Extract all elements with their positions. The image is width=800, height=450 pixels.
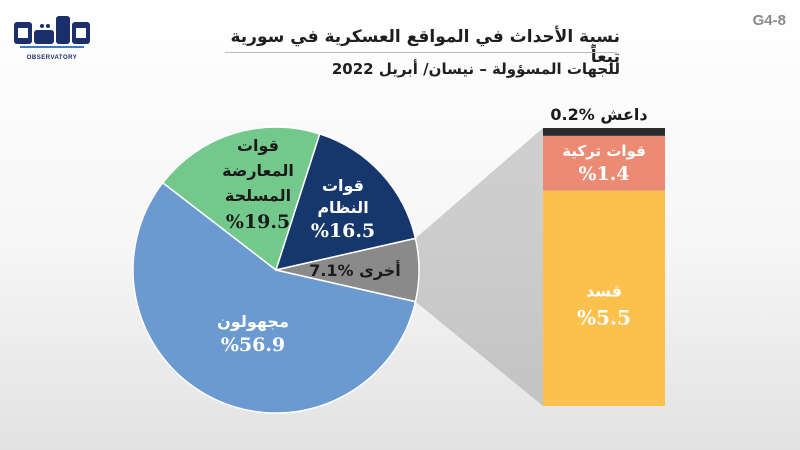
- bar-segment-1: [543, 135, 665, 191]
- observatory-logo: OBSERVATORY: [12, 12, 92, 64]
- pie-label-2: قوات النظام %16.5: [311, 176, 375, 242]
- pie-slice-3: [275, 237, 420, 303]
- pie-slice-0: [132, 181, 417, 414]
- connector-other-to-breakdown: [415, 128, 543, 406]
- pie-label-3: أخرى %7.1: [309, 260, 401, 280]
- bar-label-1: قوات تركية %1.4: [562, 142, 646, 185]
- pie-label-1: قوات المعارضة المسلحة %19.5: [222, 136, 294, 233]
- pie-slice-1: [161, 126, 321, 272]
- title-divider: [225, 52, 617, 53]
- pie-slice-2: [274, 132, 417, 272]
- bar-segment-2: [543, 128, 665, 136]
- figure-code: G4-8: [752, 12, 786, 29]
- logo-subtext: OBSERVATORY: [26, 55, 78, 61]
- bar-label-0: قسد %5.5: [577, 281, 631, 329]
- logo-mark: [14, 16, 90, 48]
- chart-title-line2: للجهات المسؤولة – نيسان/ أبريل 2022: [331, 60, 620, 78]
- pie-label-0: مجهولون %56.9: [217, 312, 289, 356]
- bar-segment-0: [543, 190, 665, 406]
- bar-label-2: داعش %0.2: [550, 105, 647, 124]
